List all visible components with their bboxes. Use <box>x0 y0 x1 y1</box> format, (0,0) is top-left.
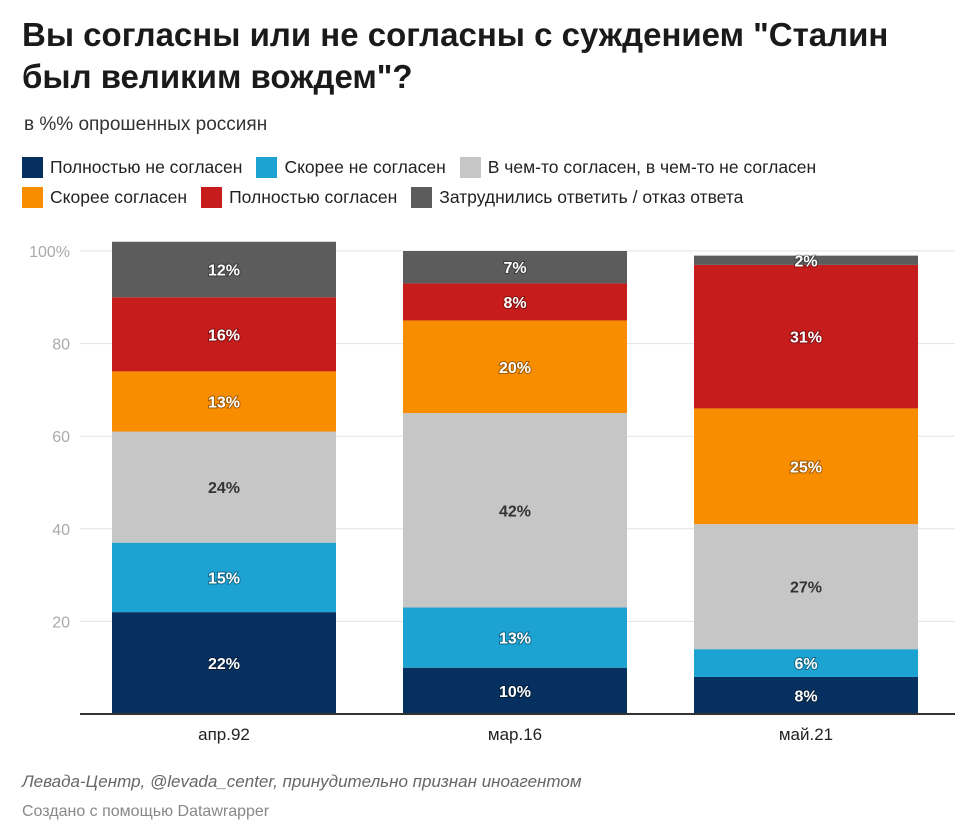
data-label: 13% <box>499 631 531 648</box>
data-label: 13% <box>208 394 240 411</box>
bar-segment <box>112 612 336 714</box>
data-label: 22% <box>208 656 240 673</box>
data-label: 31% <box>790 330 822 347</box>
y-tick-label: 80 <box>52 337 70 354</box>
bar-segment <box>694 676 918 714</box>
bar-segment <box>112 542 336 613</box>
legend-label: Скорее не согласен <box>284 156 446 177</box>
data-label: 42% <box>499 503 531 520</box>
data-label: 20% <box>499 360 531 377</box>
legend-swatch <box>459 156 481 178</box>
bar-segment <box>112 371 336 432</box>
legend-swatch <box>201 186 223 208</box>
chart-title: Вы согласны или не согласны с суждением … <box>22 16 889 95</box>
legend-item-no-answer: Затруднились ответить / отказ ответа <box>411 186 744 208</box>
bar-segment <box>112 241 336 298</box>
legend-swatch <box>22 186 43 208</box>
chart-subtitle: в %% опрошенных россиян <box>24 114 268 135</box>
y-tick-label: 40 <box>52 522 70 539</box>
bar-segment <box>403 251 627 284</box>
bar-segment <box>694 255 918 265</box>
data-label: 8% <box>794 688 817 705</box>
data-label: 10% <box>499 684 531 701</box>
y-tick-label: 20 <box>52 614 70 631</box>
data-label: 7% <box>503 260 526 277</box>
legend-item-fully-agree: Полностью согласен <box>201 186 398 208</box>
bar-segment <box>694 649 918 677</box>
bar-segment <box>403 283 627 321</box>
legend-item-partly-agree: В чем-то согласен, в чем-то не согласен <box>459 156 817 178</box>
legend: Полностью не согласен Скорее не согласен… <box>22 152 952 212</box>
data-label: 15% <box>208 570 240 587</box>
legend-item-fully-disagree: Полностью не согласен <box>22 156 243 178</box>
data-label: 8% <box>503 295 526 312</box>
x-tick-label: мар.16 <box>488 725 542 744</box>
data-label: 12% <box>208 263 240 280</box>
stacked-bar-chart: 20 40 60 80 100% 22% 15% 24% 13% 16% 12% апр.92 10% 1… <box>29 241 955 744</box>
legend-item-rather-agree: Скорее согласен <box>22 186 188 208</box>
data-label: 27% <box>790 580 822 597</box>
legend-label: Полностью не согласен <box>50 156 243 177</box>
data-label: 6% <box>794 656 817 673</box>
y-tick-label: 100% <box>29 244 70 261</box>
bar-segment <box>403 413 627 608</box>
source-note: Левада-Центр, @levada_center, принудител… <box>22 772 582 791</box>
legend-row: Скорее согласен Полностью согласен Затру… <box>22 182 952 212</box>
bar-segment <box>694 408 918 525</box>
bar-segment <box>112 431 336 543</box>
legend-swatch <box>22 156 43 178</box>
legend-swatch <box>256 156 278 178</box>
bar-segment <box>112 297 336 372</box>
legend-label: В чем-то согласен, в чем-то не согласен <box>487 156 817 177</box>
data-label: 2% <box>794 253 817 270</box>
bar-segment <box>694 524 918 650</box>
bar-segment <box>403 667 627 714</box>
legend-label: Затруднились ответить / отказ ответа <box>439 186 744 207</box>
y-tick-label: 60 <box>52 429 70 446</box>
bar-segment <box>403 320 627 414</box>
x-tick-label: апр.92 <box>198 725 250 744</box>
legend-swatch <box>411 186 433 208</box>
legend-item-rather-disagree: Скорее не согласен <box>256 156 446 178</box>
data-label: 24% <box>208 480 240 497</box>
data-label: 25% <box>790 459 822 476</box>
legend-label: Скорее согласен <box>50 186 188 207</box>
bar-segment <box>403 607 627 668</box>
x-tick-label: май.21 <box>779 725 833 744</box>
data-label: 16% <box>208 327 240 344</box>
legend-row: Полностью не согласен Скорее не согласен… <box>22 152 952 182</box>
credit-note: Создано с помощью Datawrapper <box>22 803 270 820</box>
bar-segment <box>694 264 918 409</box>
legend-label: Полностью согласен <box>229 186 398 207</box>
